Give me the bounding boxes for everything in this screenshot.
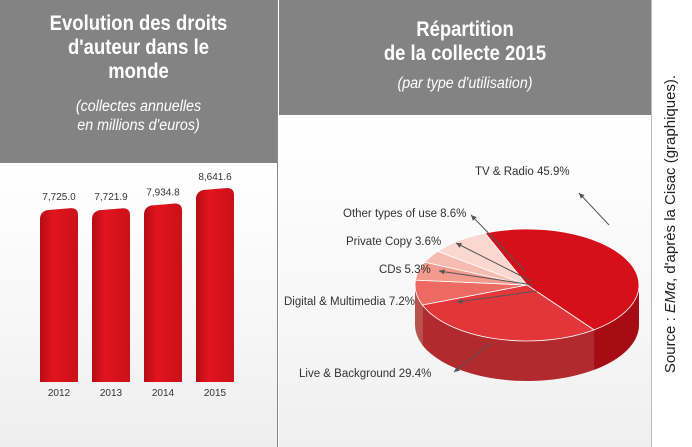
bar-2012 [40,208,78,382]
bar-value-label: 7,725.0 [42,192,76,203]
bar-chart-body: 7,725.0 2012 7,721.9 2013 7,934.8 2014 8,641.6… [0,163,277,447]
pie-slice-TV & Radio [484,228,640,331]
source-prefix: Source : [662,313,679,374]
pie-chart-title: Répartition de la collecte 2015 [279,18,651,66]
pie-label-Other types of use: Other types of use 8.6% [343,208,526,272]
pie-leader-arrow [579,193,585,199]
pie-label-CDs: CDs 5.3% [379,264,534,286]
pie-leader-arrow [454,366,460,372]
bar-2015 [196,188,234,382]
pie-chart-body: TV & Radio 45.9% Live & Background 29.4% D… [279,115,651,447]
pie-side-Digital & Multimedia [415,285,423,345]
bar-category-label: 2015 [204,388,227,399]
bar-chart-subtitle-line: (collectes annuelles [75,98,202,115]
pie-chart-title-line: Répartition [416,18,514,41]
pie-leader-line [578,192,610,226]
bar-chart: 7,725.0 2012 7,721.9 2013 7,934.8 2014 8,641.6… [40,172,234,399]
pie-side-TV & Radio [594,285,639,370]
bar-chart-subtitle: (collectes annuelles en millions d'euros… [0,97,277,135]
panel-divider [277,0,278,447]
pie-label-Digital & Multimedia: Digital & Multimedia 7.2% [284,290,538,308]
pie-chart-subtitle-text: (par type d'utilisation) [397,75,533,92]
pie-leader-arrow [456,243,462,248]
pie-leader-arrow [439,269,445,275]
pie-label-TV & Radio: TV & Radio 45.9% [475,166,610,226]
source-suffix: , d'après la Cisac (graphiques). [662,74,679,283]
pie-chart-subtitle: (par type d'utilisation) [279,74,651,93]
pie-chart-panel: Répartition de la collecte 2015 (par typ… [279,0,651,447]
pie-leader-line [453,342,492,373]
bar-value-label: 7,934.8 [146,188,180,199]
source-italic: EMα [662,282,679,314]
pie-side-walls [415,285,639,381]
pie-leader-line [455,242,532,282]
bar-category-label: 2013 [100,388,123,399]
pie-label-Private Copy: Private Copy 3.6% [346,236,532,282]
bar-chart-subtitle-line: en millions d'euros) [77,117,200,134]
pie-leader-arrow [471,215,477,221]
pie-label-text: Private Copy 3.6% [346,236,441,248]
pie-leader-arrow [457,298,463,304]
pie-slice-Live & Background [421,284,595,342]
pie-chart-title-line: de la collecte 2015 [383,42,547,65]
bar-chart-title-line: d'auteur dans le [68,36,209,59]
pie-chart: TV & Radio 45.9% Live & Background 29.4% D… [284,166,640,381]
pie-chart-header: Répartition de la collecte 2015 (par typ… [279,0,651,115]
pie-side-Live & Background [422,304,595,381]
pie-leader-line [470,214,526,272]
pie-label-text: Digital & Multimedia 7.2% [284,296,415,308]
bar-chart-header: Evolution des droits d'auteur dans le mo… [0,0,277,163]
bar-value-label: 8,641.6 [198,172,232,183]
bar-category-label: 2012 [48,388,71,399]
bar-value-label: 7,721.9 [94,192,128,203]
bar-2014 [144,203,182,382]
pie-leader-line [438,270,534,286]
bar-chart-title-line: monde [108,60,169,83]
pie-leader-line [456,290,538,303]
pie-label-text: TV & Radio 45.9% [475,166,570,178]
pie-label-text: Live & Background 29.4% [299,368,431,380]
bar-chart-title: Evolution des droits d'auteur dans le mo… [0,12,277,84]
source-note: Source : EMα, d'après la Cisac (graphiqu… [661,14,681,434]
bar-chart-panel: Evolution des droits d'auteur dans le mo… [0,0,277,447]
pie-label-Live & Background: Live & Background 29.4% [299,342,492,380]
bar-2013 [92,208,130,382]
pie-label-text: Other types of use 8.6% [343,208,466,220]
pie-label-text: CDs 5.3% [379,264,431,276]
source-divider [651,0,652,447]
bar-chart-title-line: Evolution des droits [49,12,228,35]
bar-category-label: 2014 [152,388,175,399]
